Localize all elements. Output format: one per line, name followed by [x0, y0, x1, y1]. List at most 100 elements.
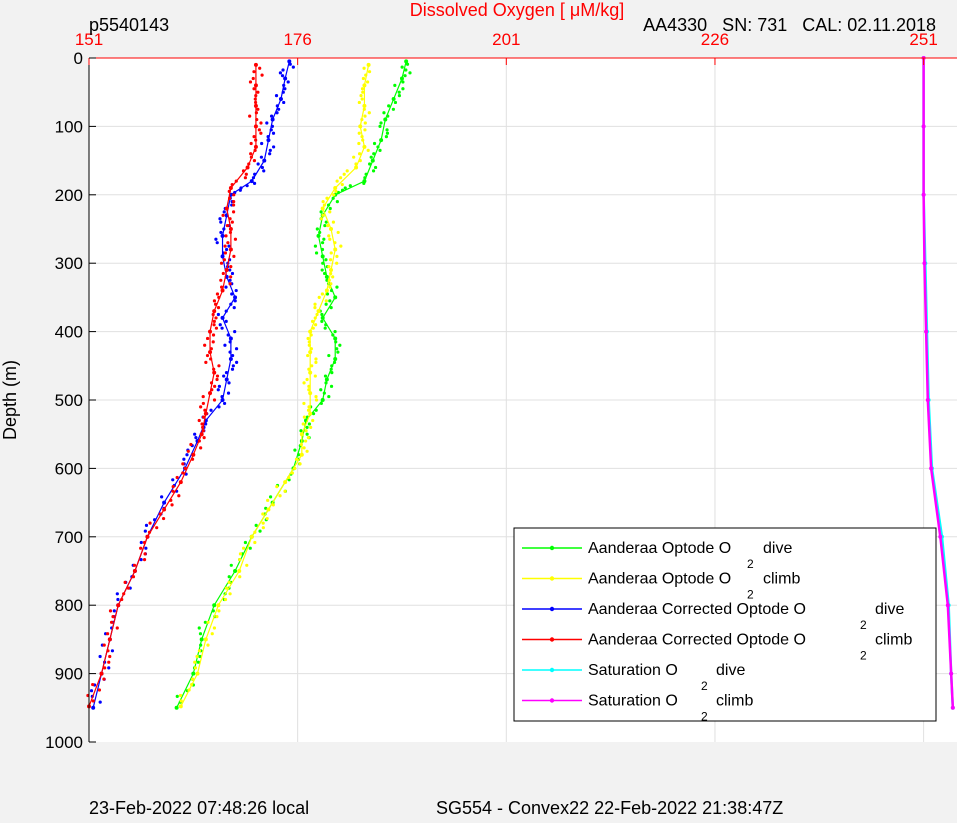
data-point [203, 411, 208, 416]
data-point-dense [335, 254, 339, 258]
data-point-dense [222, 401, 227, 406]
data-point-dense [234, 288, 238, 293]
legend-subscript: 2 [701, 710, 708, 724]
legend-suffix: climb [716, 693, 753, 710]
data-point-dense [103, 666, 107, 670]
data-point [253, 103, 258, 108]
data-point-dense [372, 152, 376, 156]
y-tick-label: 700 [55, 528, 83, 547]
legend-swatch-marker [549, 667, 555, 673]
data-point [228, 247, 233, 252]
data-point-dense [293, 466, 297, 470]
data-point-dense [320, 312, 324, 317]
data-point-dense [319, 388, 323, 392]
data-point-dense [211, 333, 216, 337]
data-point-dense [328, 299, 332, 303]
data-point-dense [203, 620, 207, 624]
data-point-dense [331, 220, 336, 224]
data-point-dense [197, 649, 201, 653]
data-point-dense [373, 165, 378, 170]
data-point-dense [378, 124, 382, 128]
data-point [945, 603, 950, 608]
data-point-dense [281, 90, 285, 94]
legend-subscript: 2 [860, 649, 867, 663]
profile-id: p5540143 [89, 15, 169, 35]
data-point [145, 534, 150, 539]
data-point [224, 206, 229, 211]
data-point-dense [252, 87, 256, 91]
data-point-dense [230, 220, 234, 224]
series-aanderaa-optode-o-2-climb [178, 62, 372, 709]
data-point [228, 356, 233, 361]
data-point-dense [230, 292, 234, 296]
data-point-dense [254, 523, 258, 528]
data-point-dense [253, 172, 257, 176]
data-point-dense [309, 333, 313, 337]
data-point-dense [170, 503, 174, 507]
data-point [949, 671, 954, 676]
x-tick-label: 226 [701, 30, 729, 49]
data-point-dense [281, 68, 285, 72]
data-point-dense [321, 213, 325, 217]
data-point [333, 336, 338, 341]
data-point [362, 83, 367, 88]
data-point-dense [306, 408, 311, 412]
data-point-dense [342, 172, 346, 176]
data-point-dense [360, 117, 364, 122]
data-point-dense [328, 206, 332, 211]
data-point-dense [371, 169, 376, 173]
data-point-dense [217, 295, 221, 299]
data-point-dense [260, 141, 264, 146]
data-point [212, 603, 217, 608]
data-point-dense [361, 138, 365, 142]
data-point [237, 569, 242, 573]
data-point-dense [228, 350, 232, 354]
data-point-dense [338, 176, 343, 180]
data-point-dense [272, 145, 276, 149]
data-point-dense [330, 364, 334, 368]
data-point-dense [219, 220, 223, 224]
data-point-dense [275, 111, 279, 115]
data-point-dense [294, 457, 299, 461]
data-point-dense [194, 436, 198, 440]
legend-item: Aanderaa Corrected Optode O 2 dive [522, 601, 904, 632]
data-point-dense [271, 131, 276, 135]
data-point-dense [221, 271, 225, 276]
x-tick-label: 201 [492, 30, 520, 49]
data-point-dense [391, 107, 395, 111]
data-point-dense [359, 94, 363, 98]
data-point-dense [400, 65, 404, 69]
data-point-dense [270, 124, 274, 128]
data-point-dense [224, 247, 229, 252]
data-point-dense [253, 540, 257, 545]
data-point-dense [244, 172, 248, 176]
data-point [924, 329, 929, 334]
data-point-dense [307, 343, 311, 347]
data-point-dense [158, 512, 162, 516]
data-point-dense [354, 162, 358, 166]
data-point-dense [224, 371, 229, 375]
data-point-dense [102, 677, 106, 681]
data-point-dense [327, 278, 331, 282]
y-tick-label: 900 [55, 665, 83, 684]
data-point-dense [329, 251, 333, 255]
data-point-dense [280, 74, 285, 78]
data-point-dense [171, 485, 175, 489]
data-point-dense [196, 660, 201, 664]
data-point [220, 254, 225, 259]
chart-title: Dissolved Oxygen [ μM/kg] [410, 0, 624, 20]
data-point [195, 671, 200, 676]
data-point-dense [325, 278, 329, 282]
data-point [116, 603, 121, 608]
data-point-dense [235, 360, 239, 364]
data-point-dense [299, 429, 303, 433]
legend-label: Aanderaa Optode O [588, 540, 731, 557]
data-point-dense [401, 80, 405, 84]
data-point-dense [211, 340, 215, 344]
data-point-dense [116, 597, 120, 602]
data-point-dense [397, 94, 401, 98]
data-point-dense [223, 597, 228, 602]
data-point-dense [126, 586, 130, 590]
